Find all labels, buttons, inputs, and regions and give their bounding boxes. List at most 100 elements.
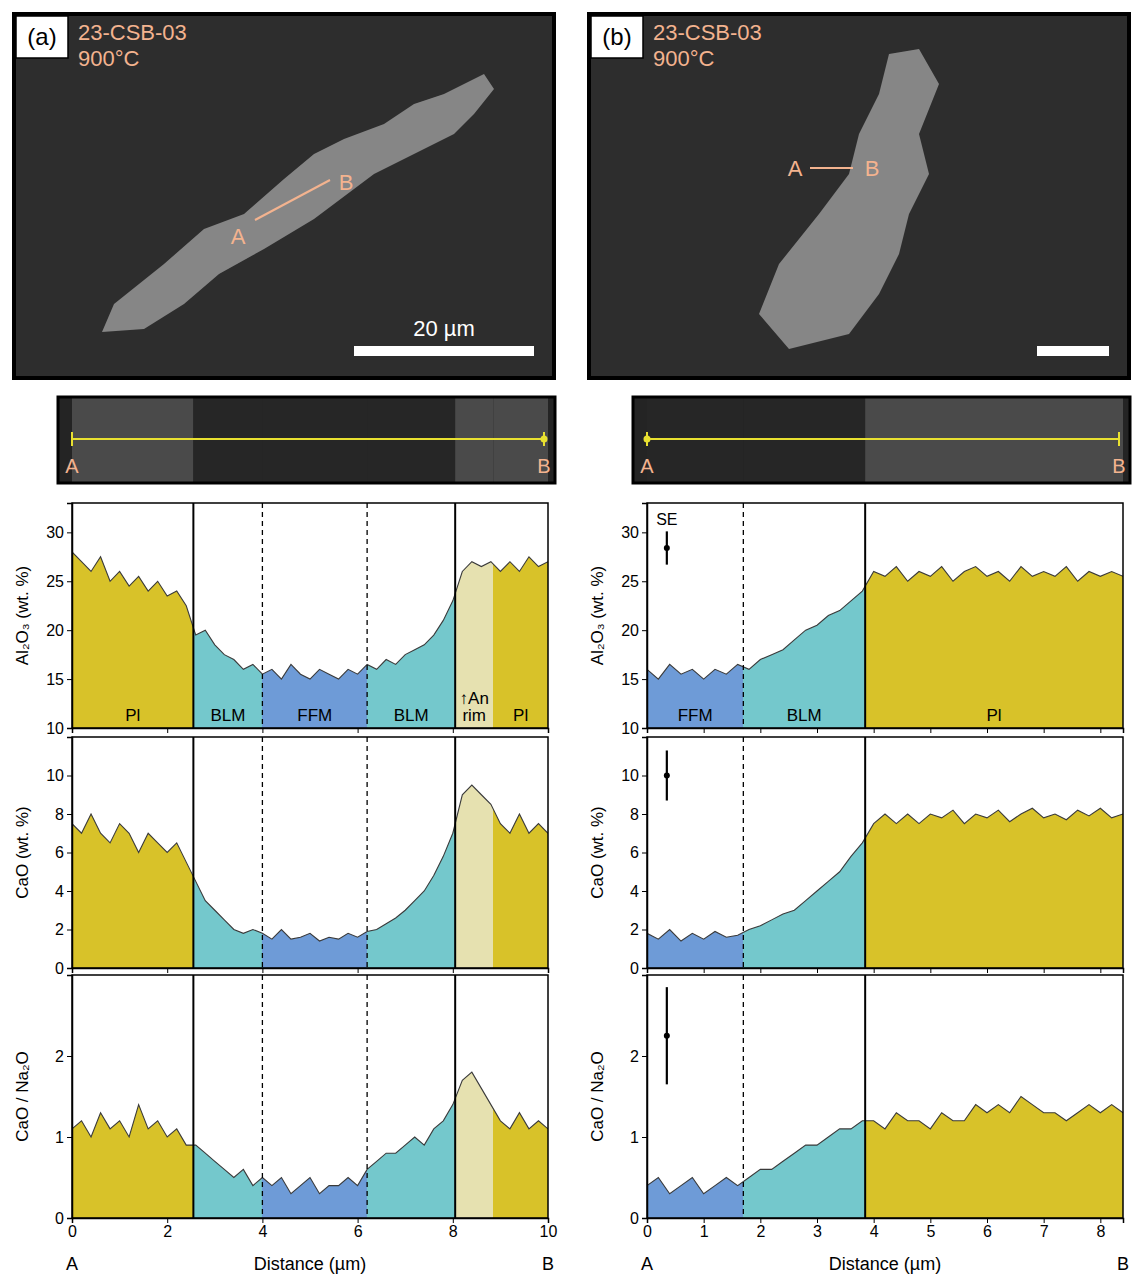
x-tick: 4 bbox=[258, 1218, 267, 1240]
strip-end-dot bbox=[541, 436, 548, 443]
y-tick-mark bbox=[642, 891, 647, 892]
x-tick bbox=[1100, 728, 1101, 733]
x-tick bbox=[262, 968, 263, 973]
strip-end-dot bbox=[644, 436, 651, 443]
x-tick-mark bbox=[704, 1218, 705, 1223]
y-axis: 012 bbox=[55, 976, 72, 1227]
y-axis-title: Al₂O₃ (wt. %) bbox=[13, 566, 32, 665]
x-tick-mark bbox=[167, 728, 168, 733]
x-tick-mark bbox=[760, 1218, 761, 1223]
y-tick-label: 8 bbox=[55, 806, 64, 823]
x-tick bbox=[704, 728, 705, 733]
x-axis: 0246810 bbox=[68, 1218, 557, 1240]
error-bar-point bbox=[664, 545, 670, 551]
y-axis: 0246810 bbox=[621, 738, 647, 977]
strip-end: B bbox=[1112, 455, 1125, 477]
y-tick: 2 bbox=[55, 1048, 72, 1065]
x-tick-mark bbox=[72, 1218, 73, 1223]
x-axis bbox=[73, 728, 549, 733]
strip-border bbox=[58, 397, 555, 483]
sem-image: AB(a)23-CSB-03900°C20 µm bbox=[14, 14, 554, 378]
chart: 0246810CaO (wt. %) bbox=[588, 737, 1124, 977]
profile-area bbox=[647, 567, 1123, 728]
x-tick bbox=[262, 728, 263, 733]
x-tick-mark bbox=[72, 728, 73, 733]
y-axis: 1015202530 bbox=[621, 504, 647, 737]
x-tick bbox=[1044, 728, 1045, 733]
x-tick bbox=[548, 968, 549, 973]
x-tick-label: 4 bbox=[258, 1223, 267, 1240]
y-tick: 10 bbox=[621, 720, 647, 737]
y-tick-mark bbox=[67, 532, 72, 533]
y-tick: 10 bbox=[621, 767, 647, 784]
strip-frame bbox=[633, 397, 1130, 483]
temperature: 900°C bbox=[78, 46, 140, 71]
y-tick-label: 15 bbox=[46, 671, 64, 688]
panel-label-box bbox=[591, 16, 643, 58]
boundary bbox=[743, 503, 744, 728]
y-axis-line bbox=[642, 976, 648, 1219]
x-tick-mark bbox=[167, 1218, 168, 1223]
y-tick-mark bbox=[67, 1218, 72, 1219]
y-tick: 8 bbox=[55, 806, 72, 823]
y-tick-mark bbox=[67, 728, 72, 729]
y-tick-label: 0 bbox=[630, 1210, 639, 1227]
endpoint-label: A bbox=[66, 1254, 78, 1274]
x-axis-line bbox=[73, 729, 549, 734]
strip-border bbox=[633, 397, 1130, 483]
x-tick-mark bbox=[817, 728, 818, 733]
x-tick-mark bbox=[167, 968, 168, 973]
x-axis-line bbox=[73, 969, 549, 974]
x-tick-label: 7 bbox=[1040, 1223, 1049, 1240]
y-axis-line bbox=[67, 738, 73, 969]
y-tick-label: 4 bbox=[55, 883, 64, 900]
y-tick-label: 10 bbox=[46, 720, 64, 737]
y-tick-mark bbox=[67, 853, 72, 854]
x-tick-mark bbox=[453, 1218, 454, 1223]
y-tick-label: 0 bbox=[630, 960, 639, 977]
y-tick-label: 10 bbox=[621, 767, 639, 784]
plot-frame bbox=[647, 503, 1123, 728]
y-tick: 2 bbox=[630, 1048, 647, 1065]
y-tick-mark bbox=[642, 968, 647, 969]
y-tick-mark bbox=[642, 532, 647, 533]
y-tick-label: 6 bbox=[630, 844, 639, 861]
x-tick-mark bbox=[987, 1218, 988, 1223]
y-tick: 25 bbox=[46, 573, 72, 590]
x-axis bbox=[648, 968, 1124, 973]
boundary bbox=[192, 737, 194, 968]
y-tick-label: 2 bbox=[630, 1048, 639, 1065]
x-tick bbox=[453, 968, 454, 973]
sample-name: 23-CSB-03 bbox=[78, 20, 187, 45]
boundary bbox=[864, 503, 866, 728]
x-tick: 1 bbox=[700, 1218, 709, 1240]
x-tick bbox=[358, 728, 359, 733]
plot-frame bbox=[72, 737, 548, 968]
y-axis-title: CaO (wt. %) bbox=[13, 806, 32, 899]
y-tick: 8 bbox=[630, 806, 647, 823]
x-tick-mark bbox=[1100, 728, 1101, 733]
temperature: 900°C bbox=[653, 46, 715, 71]
scale-bar bbox=[1037, 346, 1109, 356]
x-tick bbox=[167, 728, 168, 733]
plot-frame bbox=[647, 975, 1123, 1218]
boundary bbox=[454, 503, 456, 728]
plot-area bbox=[647, 975, 1123, 1218]
chart: 012012345678CaO / Na₂ODistance (µm)AB bbox=[588, 975, 1129, 1274]
boundary bbox=[262, 503, 263, 728]
y-axis-title: CaO (wt. %) bbox=[588, 806, 607, 899]
y-tick: 25 bbox=[621, 573, 647, 590]
x-tick: 2 bbox=[163, 1218, 172, 1240]
y-tick-mark bbox=[67, 930, 72, 931]
x-axis bbox=[648, 728, 1124, 733]
y-tick: 20 bbox=[621, 622, 647, 639]
y-axis-title: CaO / Na₂O bbox=[588, 1051, 607, 1142]
y-axis-title: CaO / Na₂O bbox=[13, 1051, 32, 1142]
crystal bbox=[759, 49, 939, 349]
boundary bbox=[864, 737, 866, 968]
y-tick-label: 10 bbox=[621, 720, 639, 737]
x-tick: 4 bbox=[870, 1218, 879, 1240]
y-tick: 10 bbox=[46, 720, 72, 737]
y-tick-label: 30 bbox=[621, 524, 639, 541]
plot-frame bbox=[72, 975, 548, 1218]
